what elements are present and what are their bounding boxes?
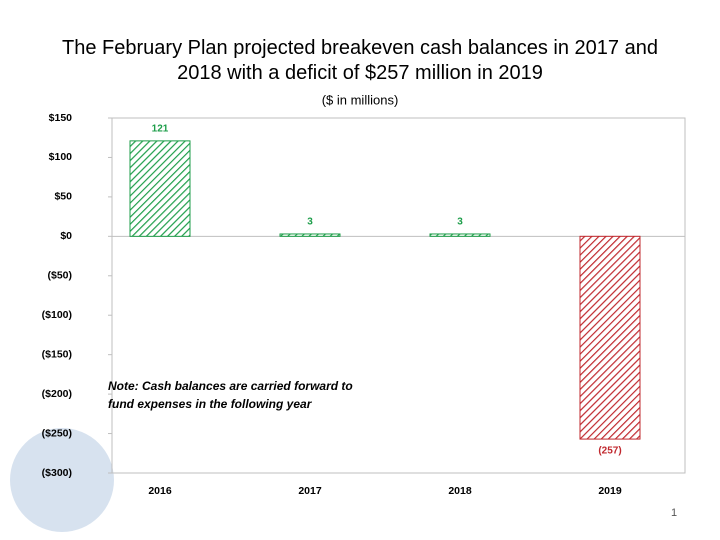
x-tick-label: 2017: [298, 485, 322, 497]
x-tick-label: 2018: [448, 485, 472, 497]
y-tick-label: ($250): [42, 427, 72, 439]
value-label: 3: [457, 217, 463, 228]
y-tick-label: ($50): [47, 270, 72, 282]
y-tick-label: ($300): [42, 467, 72, 479]
plot-frame: [111, 117, 686, 474]
y-tick-label: ($100): [42, 309, 72, 321]
annotation: Note: Cash balances are carried forward …: [108, 379, 353, 393]
y-tick-label: ($150): [42, 348, 72, 360]
y-tick-label: ($200): [42, 388, 72, 400]
bar: [579, 235, 641, 440]
logo: [10, 428, 114, 532]
value-label: 121: [152, 124, 169, 135]
x-tick-label: 2019: [598, 485, 622, 497]
x-tick-label: 2016: [148, 485, 172, 497]
subtitle: ($ in millions): [322, 92, 399, 107]
y-tick-label: $0: [60, 230, 72, 242]
bar: [429, 233, 491, 237]
bar: [279, 233, 341, 237]
annotation: fund expenses in the following year: [108, 397, 313, 411]
y-tick-label: $50: [54, 191, 72, 203]
slide-number: 1: [671, 507, 677, 519]
value-label: (257): [598, 446, 621, 457]
value-label: 3: [307, 217, 313, 228]
chart-title: The February Plan projected breakeven ca…: [62, 37, 658, 84]
y-tick-label: $150: [49, 112, 73, 124]
bar: [129, 140, 191, 237]
y-tick-label: $100: [49, 151, 73, 163]
